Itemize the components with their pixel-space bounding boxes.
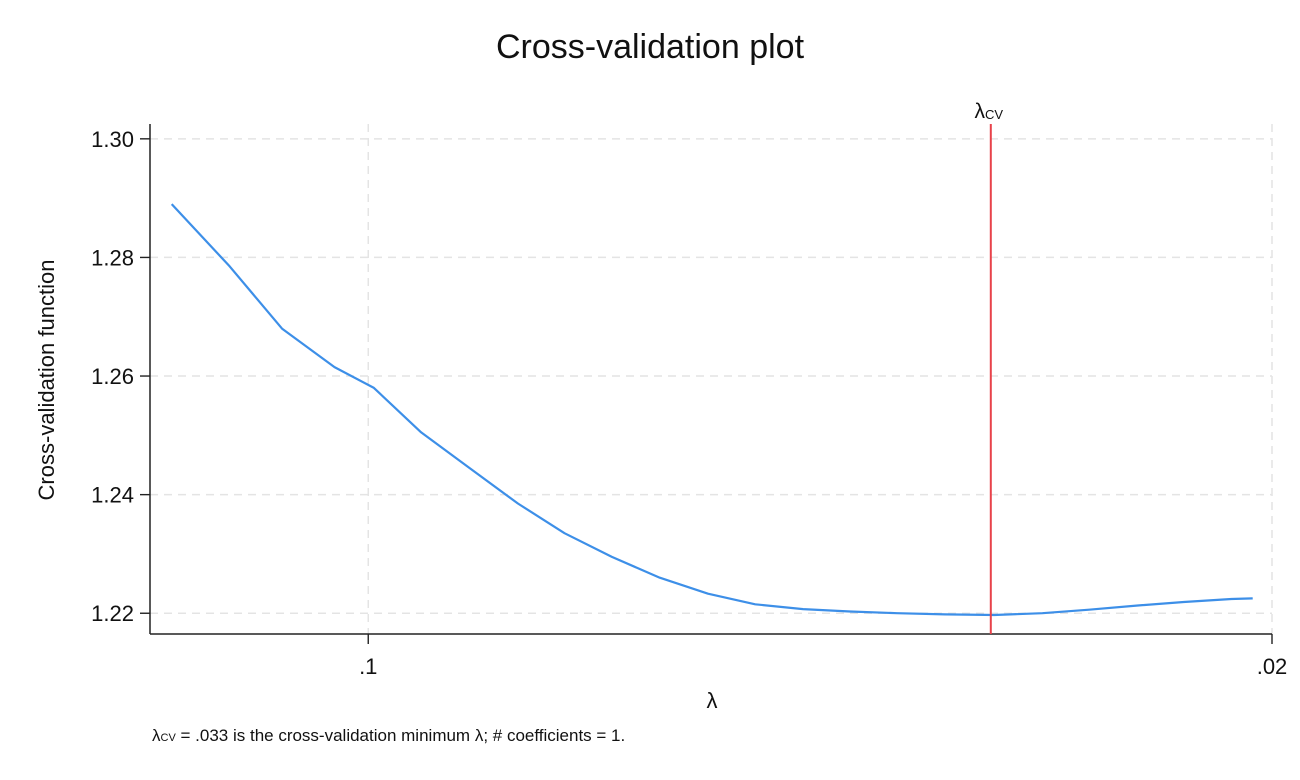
lambda-cv-label: λCV	[975, 100, 1004, 123]
footnote-lambda: λ	[152, 726, 161, 745]
y-tick-label: 1.26	[91, 364, 134, 389]
series-layer	[170, 203, 1253, 617]
cv-function-line	[170, 203, 1253, 617]
y-tick-label: 1.22	[91, 601, 134, 626]
chart-footnote: λCV = .033 is the cross-validation minim…	[152, 726, 625, 746]
x-tick-label: .1	[359, 654, 377, 679]
chart-title: Cross-validation plot	[495, 28, 805, 66]
x-tick-label: .02	[1257, 654, 1288, 679]
y-tick-label: 1.30	[91, 127, 134, 152]
footnote-text: = .033 is the cross-validation minimum λ…	[175, 726, 626, 745]
reference-line-layer: λCV	[975, 100, 1004, 634]
x-axis-title: λ	[707, 688, 718, 713]
footnote-lambda-subscript: CV	[160, 732, 176, 744]
y-tick-label: 1.28	[91, 245, 134, 270]
y-axis-title: Cross-validation function	[34, 260, 59, 501]
axes	[140, 124, 1273, 644]
axis-labels: 1.22 1.24 1.26 1.28 1.30 .1 .02 λ Cross-validati…	[34, 127, 1287, 713]
y-tick-label: 1.24	[91, 483, 134, 508]
lambda-cv-subscript: CV	[985, 107, 1003, 122]
grid-lines	[150, 124, 1273, 634]
